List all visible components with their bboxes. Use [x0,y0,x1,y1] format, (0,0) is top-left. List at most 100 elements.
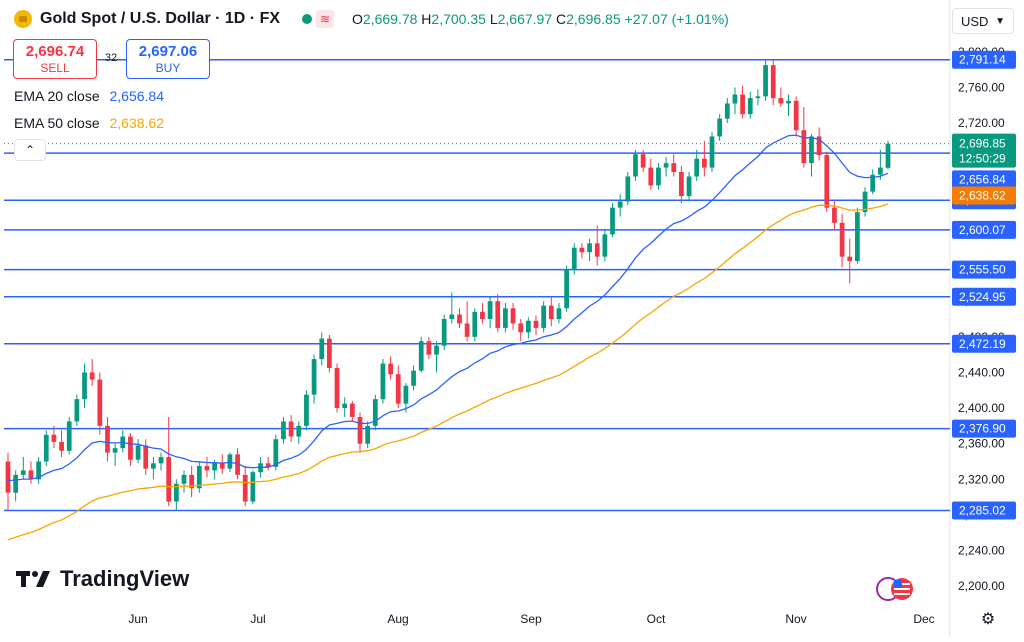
level-price-label-bg [952,501,1016,520]
y-tick-label: 2,720.00 [958,116,1005,130]
candle-down [143,445,149,469]
candle-down [640,154,646,168]
candle-down [242,474,248,502]
level-price-label: 2,791.14 [959,53,1006,67]
price-change: +27.07 (+1.01%) [624,11,729,27]
candle-up [525,320,531,333]
candle-up [212,463,217,471]
x-tick-label: Dec [913,612,934,626]
countdown-label: 12:50:29 [959,152,1006,166]
ema50-legend[interactable]: EMA 50 close 2,638.62 [14,115,164,131]
x-tick-label: Sep [520,612,542,626]
chart-type-toggle[interactable]: ≋ [302,10,335,28]
candle-up [173,483,179,502]
candle-up [158,457,164,464]
candle-up [625,176,631,202]
candle-down [770,65,776,99]
candle-down [740,94,745,115]
candle-up [281,421,286,440]
candle-up [74,399,80,422]
candle-up [885,143,891,168]
candle-up [66,421,72,451]
candle-up [602,234,608,257]
candle-down [395,374,401,404]
buy-button[interactable]: 2,697.06 BUY [126,39,210,79]
candle-up [571,247,577,271]
candle-up [724,103,730,119]
candle-down [824,155,830,208]
collapse-legend-button[interactable]: ⌃ [14,139,46,161]
ema50-price-label-bg [952,186,1016,205]
level-price-label-bg [952,419,1016,438]
candle-up [732,94,738,104]
candle-down [518,323,524,333]
candle-down [457,314,462,324]
gear-icon[interactable]: ⚙ [980,611,996,628]
level-price-label: 2,472.19 [959,337,1006,351]
logo-text: TradingView [60,566,190,591]
candle-up [36,461,41,480]
candle-up [556,308,562,319]
candle-down [464,323,470,337]
candle-up [656,167,661,186]
candle-up [403,385,409,404]
ohlc-readout: O2,669.78 H2,700.35 L2,667.97 C2,696.85 … [352,11,729,27]
candle-down [847,256,853,262]
buy-label: BUY [155,61,181,75]
candle-down [801,130,807,164]
level-price-label-bg [952,220,1016,239]
candle-up [441,319,447,346]
candle-up [135,445,141,460]
last-price-label: 2,696.85 [959,137,1006,151]
ema20-legend[interactable]: EMA 20 close 2,656.84 [14,88,164,104]
y-tick-label: 2,400.00 [958,401,1005,415]
candle-down [327,338,332,368]
x-tick-label: Jun [128,612,147,626]
candle-up [372,399,378,426]
sell-button[interactable]: 2,696.74 SELL [13,39,97,79]
candle-up [541,305,547,328]
wave-icon[interactable]: ≋ [316,10,335,28]
candle-down [594,243,600,257]
candle-up [43,434,49,462]
candle-down [495,301,501,328]
candle-down [839,222,845,257]
candle-up [411,370,416,386]
ema20-price-label-bg [952,170,1016,189]
x-tick-label: Nov [785,612,806,626]
us-flag-icon[interactable] [876,576,916,602]
candle-up [503,308,508,328]
candle-down [701,158,707,168]
ema20-label: EMA 20 close [14,88,100,104]
currency-select[interactable]: USD ▼ [952,8,1014,34]
candle-up [82,372,87,400]
candle-down [548,305,554,319]
level-price-label: 2,555.50 [959,263,1006,277]
currency-value: USD [961,13,989,29]
ema20-line [7,134,889,482]
candle-down [679,172,684,197]
level-price-label-bg [952,50,1016,69]
candle-up [686,176,692,197]
y-tick-label: 2,240.00 [958,544,1005,558]
candle-up [250,472,256,502]
candle-up [786,100,791,104]
candle-up [365,425,371,444]
x-tick-label: Aug [387,612,408,626]
ema20-price-label: 2,656.84 [959,172,1006,186]
candle-down [671,163,677,173]
tradingview-logo[interactable]: TradingView [16,566,189,592]
ema50-label: EMA 50 close [14,115,100,131]
candle-down [219,463,225,469]
symbol-title[interactable]: Gold Spot / U.S. Dollar · 1D · FX [40,10,281,27]
candle-up [663,163,669,168]
y-tick-label: 2,760.00 [958,80,1005,94]
x-tick-label: Jul [250,612,265,626]
candle-down [265,463,271,467]
candle-down [480,311,485,319]
candle-down [778,98,784,104]
candle-up [273,439,279,467]
candle-up [196,465,202,489]
